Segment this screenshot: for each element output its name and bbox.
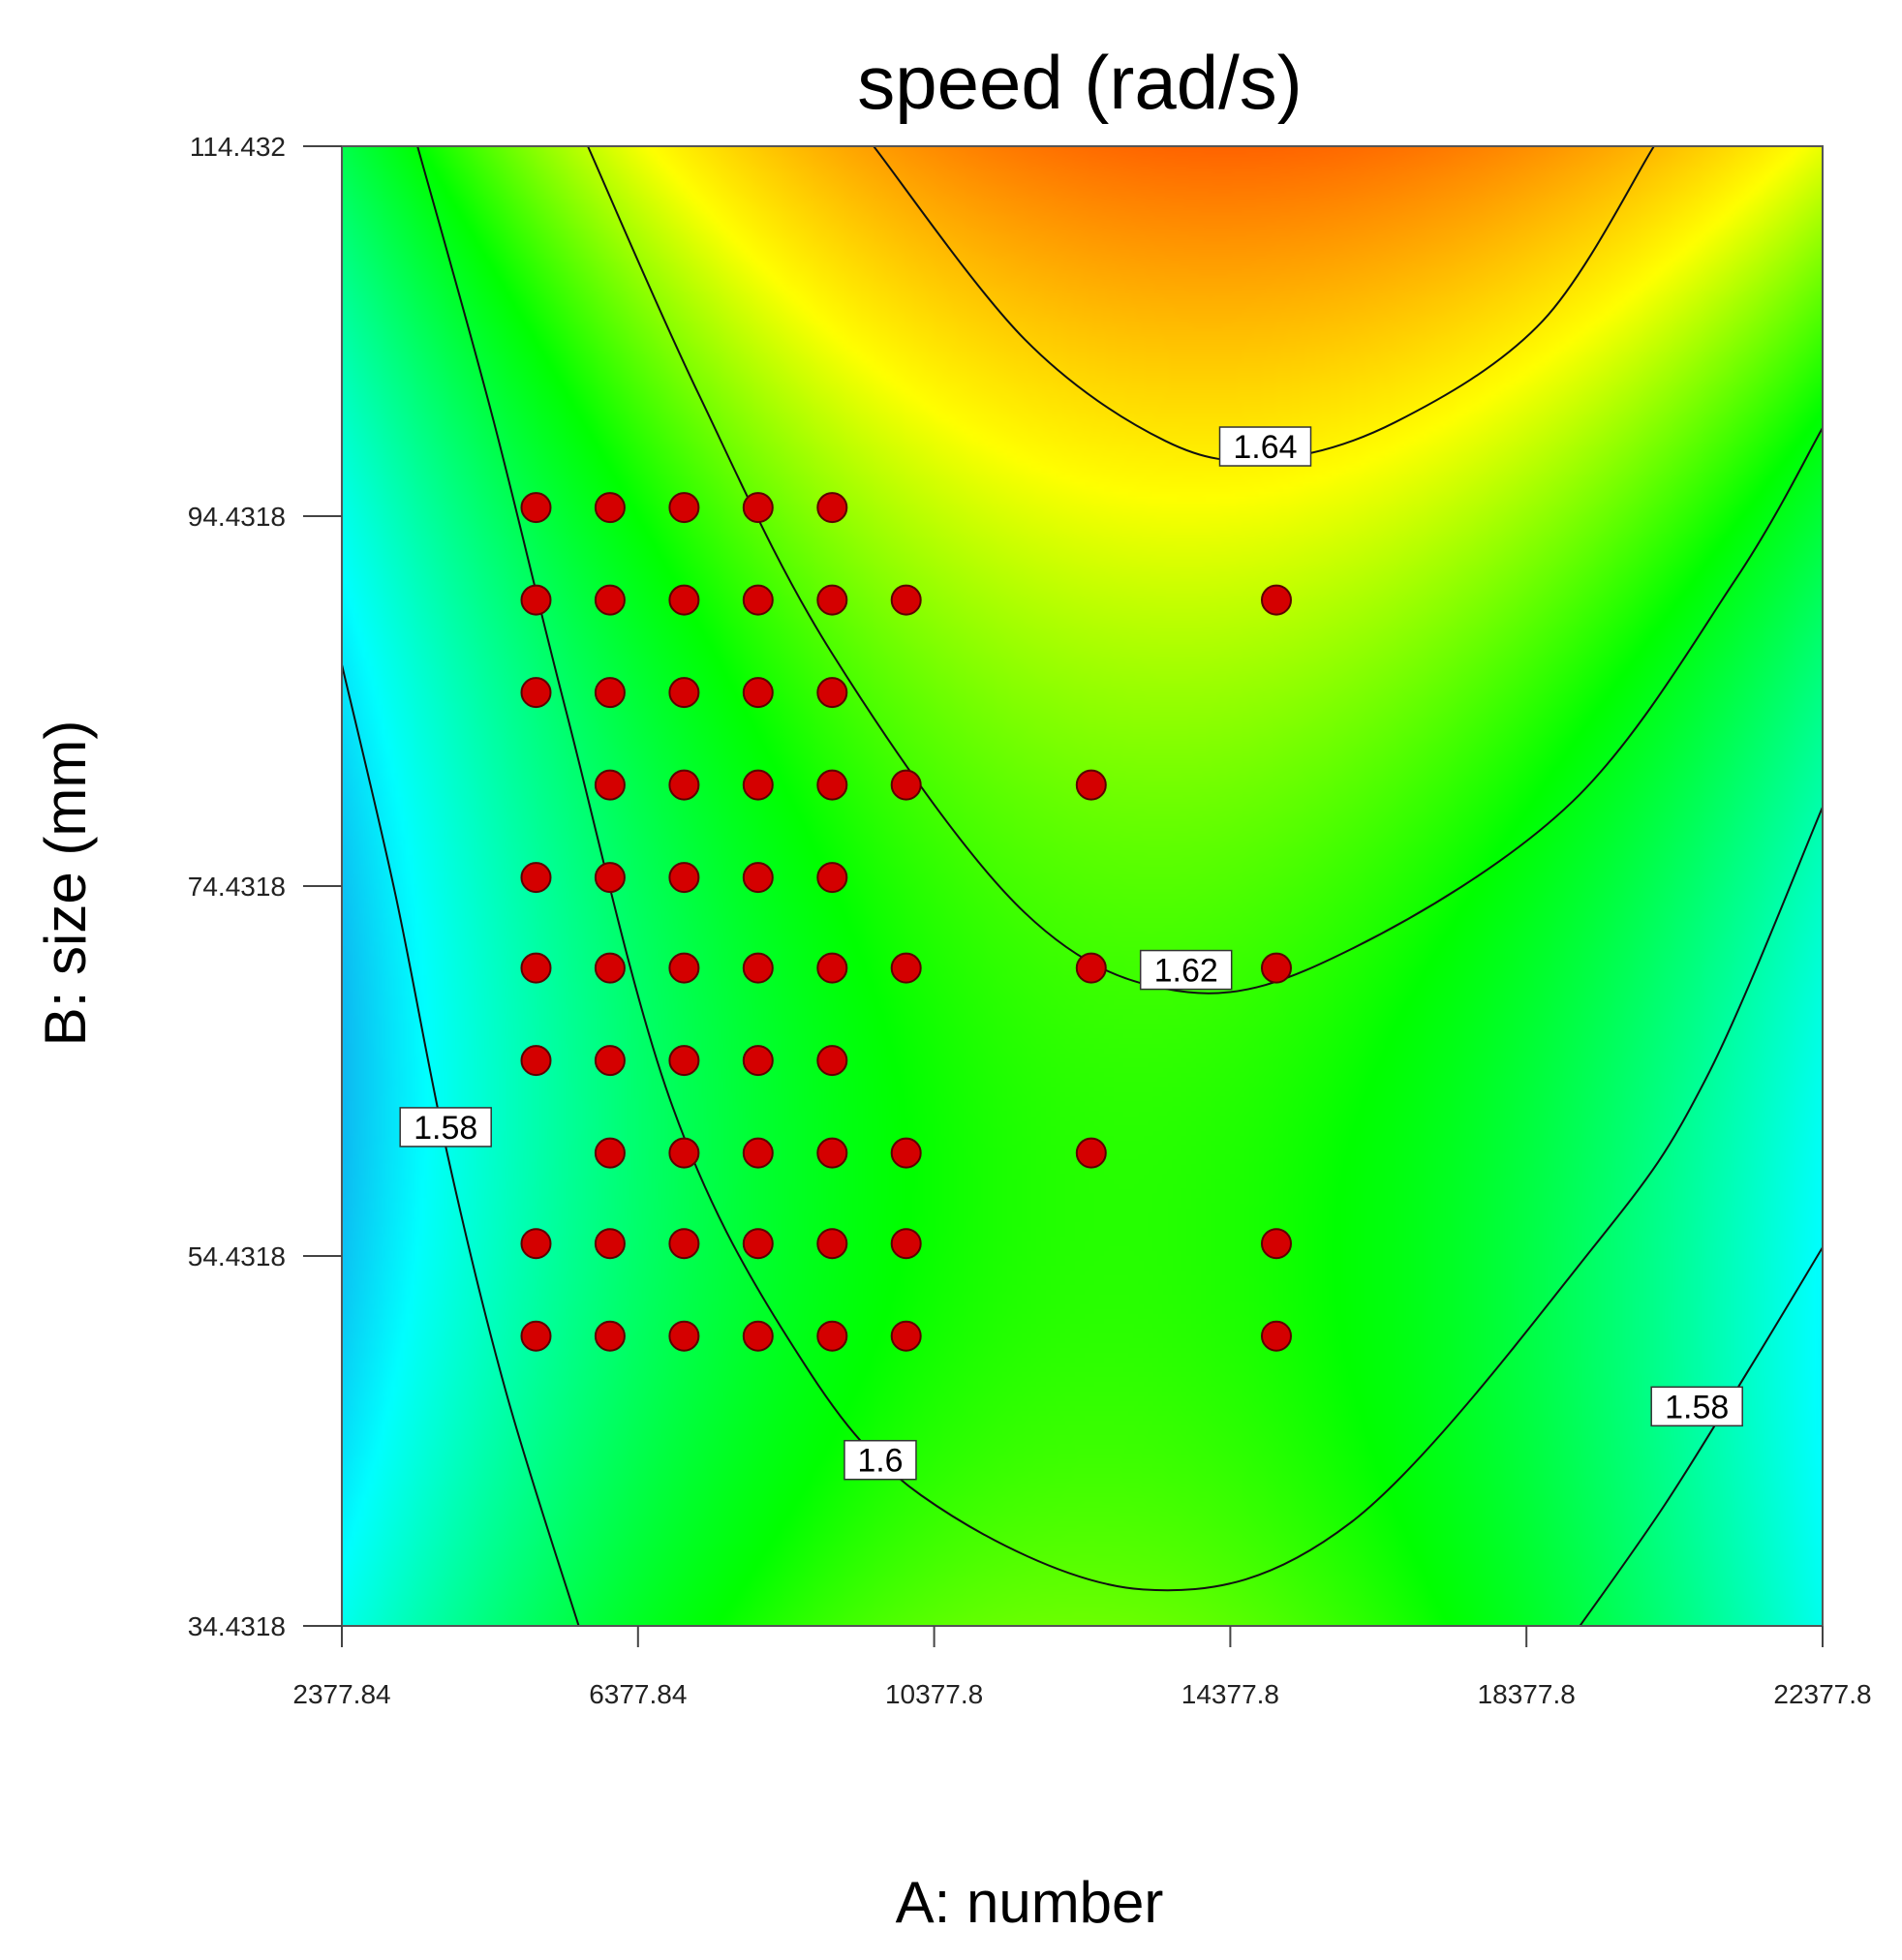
design-point-54 <box>520 1320 552 1352</box>
contour-label-box-1 <box>1650 1386 1743 1427</box>
design-point-46 <box>1075 1137 1107 1169</box>
design-point-34 <box>1075 952 1107 984</box>
contour-label-4: 1.64 <box>1233 429 1297 466</box>
contour-fill <box>342 146 1823 1626</box>
contour-label-box-3 <box>1139 949 1233 991</box>
design-point-10 <box>890 584 922 616</box>
design-point-31 <box>742 952 774 984</box>
y-tick-label-4: 114.432 <box>190 132 286 162</box>
design-point-37 <box>594 1045 626 1077</box>
design-point-14 <box>668 677 700 709</box>
design-point-8 <box>742 584 774 616</box>
contour-labels: 1.58 1.58 1.6 1.62 1.64 <box>399 426 1743 1481</box>
design-point-40 <box>816 1045 848 1077</box>
design-point-3 <box>742 492 774 524</box>
design-point-60 <box>1261 1320 1292 1352</box>
design-point-48 <box>594 1228 626 1260</box>
y-tick-label-0: 34.4318 <box>188 1611 286 1641</box>
contour-label-0: 1.58 <box>414 1110 477 1147</box>
design-point-47 <box>520 1228 552 1260</box>
design-point-18 <box>668 769 700 801</box>
design-point-43 <box>742 1137 774 1169</box>
contour-line-0 <box>342 664 580 1626</box>
design-point-52 <box>890 1228 922 1260</box>
design-points <box>520 492 1292 1352</box>
design-point-4 <box>816 492 848 524</box>
design-point-9 <box>816 584 848 616</box>
x-axis-label: A: number <box>896 1870 1164 1935</box>
contour-label-3: 1.62 <box>1154 953 1218 990</box>
design-point-38 <box>668 1045 700 1077</box>
plot-area: 1.58 1.58 1.6 1.62 1.64 <box>341 145 1824 1627</box>
y-tick-label-3: 94.4318 <box>188 502 286 532</box>
design-point-1 <box>594 492 626 524</box>
design-point-39 <box>742 1045 774 1077</box>
design-point-33 <box>890 952 922 984</box>
y-tick-label-1: 54.4318 <box>188 1241 286 1271</box>
design-point-45 <box>890 1137 922 1169</box>
design-point-6 <box>594 584 626 616</box>
design-point-42 <box>668 1137 700 1169</box>
design-point-41 <box>594 1137 626 1169</box>
design-point-58 <box>816 1320 848 1352</box>
contour-label-box-2 <box>844 1439 917 1481</box>
y-axis: 34.4318 54.4318 74.4318 94.4318 114.432 <box>188 132 342 1641</box>
design-point-57 <box>742 1320 774 1352</box>
design-point-35 <box>1261 952 1292 984</box>
design-point-13 <box>594 677 626 709</box>
contour-label-1: 1.58 <box>1665 1389 1729 1425</box>
x-tick-label-4: 18377.8 <box>1478 1679 1576 1709</box>
design-point-53 <box>1261 1228 1292 1260</box>
design-point-21 <box>890 769 922 801</box>
design-point-59 <box>890 1320 922 1352</box>
design-point-20 <box>816 769 848 801</box>
x-axis: 2377.84 6377.84 10377.8 14377.8 18377.8 22377… <box>292 1626 1872 1709</box>
design-point-12 <box>520 677 552 709</box>
y-tick-label-2: 74.4318 <box>188 872 286 902</box>
design-point-11 <box>1261 584 1292 616</box>
design-point-16 <box>816 677 848 709</box>
x-tick-label-0: 2377.84 <box>292 1679 390 1709</box>
design-point-22 <box>1075 769 1107 801</box>
x-tick-label-1: 6377.84 <box>589 1679 687 1709</box>
design-point-26 <box>742 862 774 894</box>
design-point-36 <box>520 1045 552 1077</box>
design-point-15 <box>742 677 774 709</box>
contour-label-2: 1.6 <box>857 1443 903 1480</box>
design-point-51 <box>816 1228 848 1260</box>
x-tick-label-2: 10377.8 <box>885 1679 983 1709</box>
x-tick-label-3: 14377.8 <box>1181 1679 1279 1709</box>
design-point-2 <box>668 492 700 524</box>
design-point-29 <box>594 952 626 984</box>
design-point-24 <box>594 862 626 894</box>
design-point-32 <box>816 952 848 984</box>
design-point-19 <box>742 769 774 801</box>
design-point-55 <box>594 1320 626 1352</box>
design-point-30 <box>668 952 700 984</box>
design-point-56 <box>668 1320 700 1352</box>
design-point-28 <box>520 952 552 984</box>
contour-line-1 <box>1579 1246 1823 1626</box>
design-point-44 <box>816 1137 848 1169</box>
design-point-5 <box>520 584 552 616</box>
design-point-50 <box>742 1228 774 1260</box>
x-tick-label-5: 22377.8 <box>1773 1679 1871 1709</box>
design-point-17 <box>594 769 626 801</box>
contour-label-box-4 <box>1218 426 1312 467</box>
design-point-0 <box>520 492 552 524</box>
design-point-49 <box>668 1228 700 1260</box>
design-point-7 <box>668 584 700 616</box>
design-point-27 <box>816 862 848 894</box>
y-axis-label: B: size (mm) <box>33 720 98 1047</box>
design-point-23 <box>520 862 552 894</box>
design-point-25 <box>668 862 700 894</box>
contour-label-box-0 <box>399 1107 492 1148</box>
chart-title: speed (rad/s) <box>857 40 1303 125</box>
